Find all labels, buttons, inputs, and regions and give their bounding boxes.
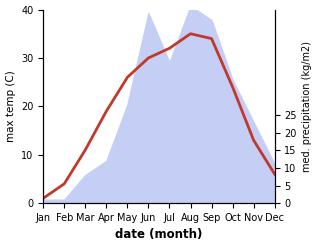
Y-axis label: med. precipitation (kg/m2): med. precipitation (kg/m2) — [302, 41, 313, 172]
X-axis label: date (month): date (month) — [115, 228, 203, 242]
Y-axis label: max temp (C): max temp (C) — [5, 70, 16, 142]
